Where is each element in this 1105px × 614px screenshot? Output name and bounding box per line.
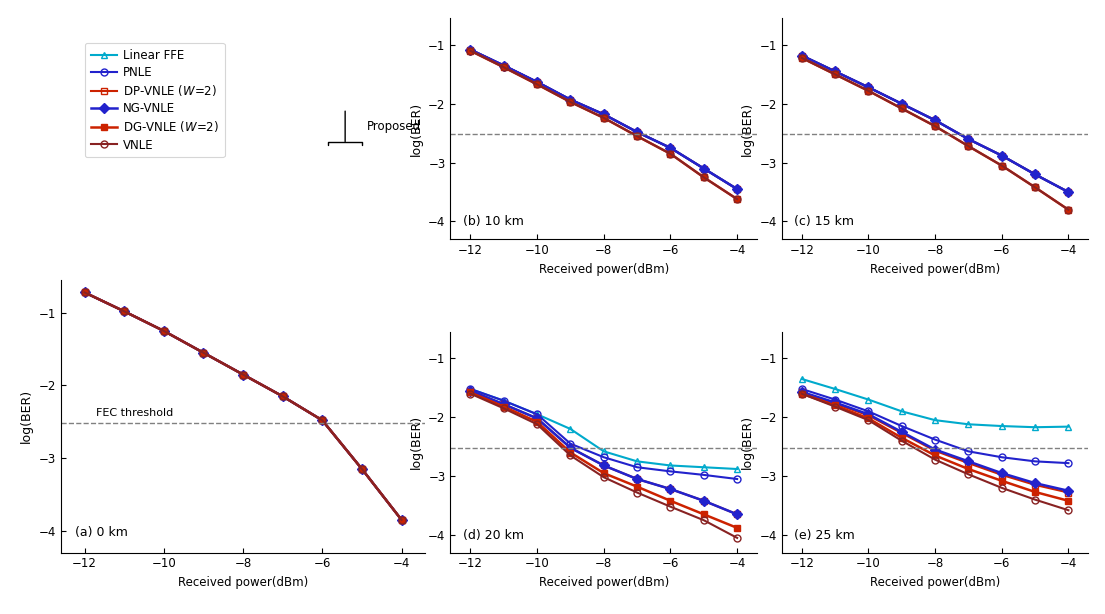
Text: (e) 25 km: (e) 25 km — [794, 529, 854, 542]
X-axis label: Received power(dBm): Received power(dBm) — [178, 576, 308, 589]
Legend: Linear FFE, PNLE, DP-VNLE ($W$=2), NG-VNLE, DG-VNLE ($W$=2), VNLE: Linear FFE, PNLE, DP-VNLE ($W$=2), NG-VN… — [85, 43, 224, 157]
Text: (d) 20 km: (d) 20 km — [463, 529, 524, 542]
X-axis label: Received power(dBm): Received power(dBm) — [538, 576, 669, 589]
X-axis label: Received power(dBm): Received power(dBm) — [870, 263, 1000, 276]
Text: FEC threshold: FEC threshold — [96, 408, 173, 418]
Text: (a) 0 km: (a) 0 km — [75, 526, 128, 539]
Text: (c) 15 km: (c) 15 km — [794, 215, 854, 228]
X-axis label: Received power(dBm): Received power(dBm) — [538, 263, 669, 276]
X-axis label: Received power(dBm): Received power(dBm) — [870, 576, 1000, 589]
Text: (b) 10 km: (b) 10 km — [463, 215, 524, 228]
Y-axis label: log(BER): log(BER) — [410, 102, 422, 156]
Y-axis label: log(BER): log(BER) — [740, 415, 754, 469]
Text: Proposed: Proposed — [367, 120, 421, 133]
Y-axis label: log(BER): log(BER) — [20, 389, 33, 443]
Y-axis label: log(BER): log(BER) — [410, 415, 422, 469]
Y-axis label: log(BER): log(BER) — [740, 102, 754, 156]
